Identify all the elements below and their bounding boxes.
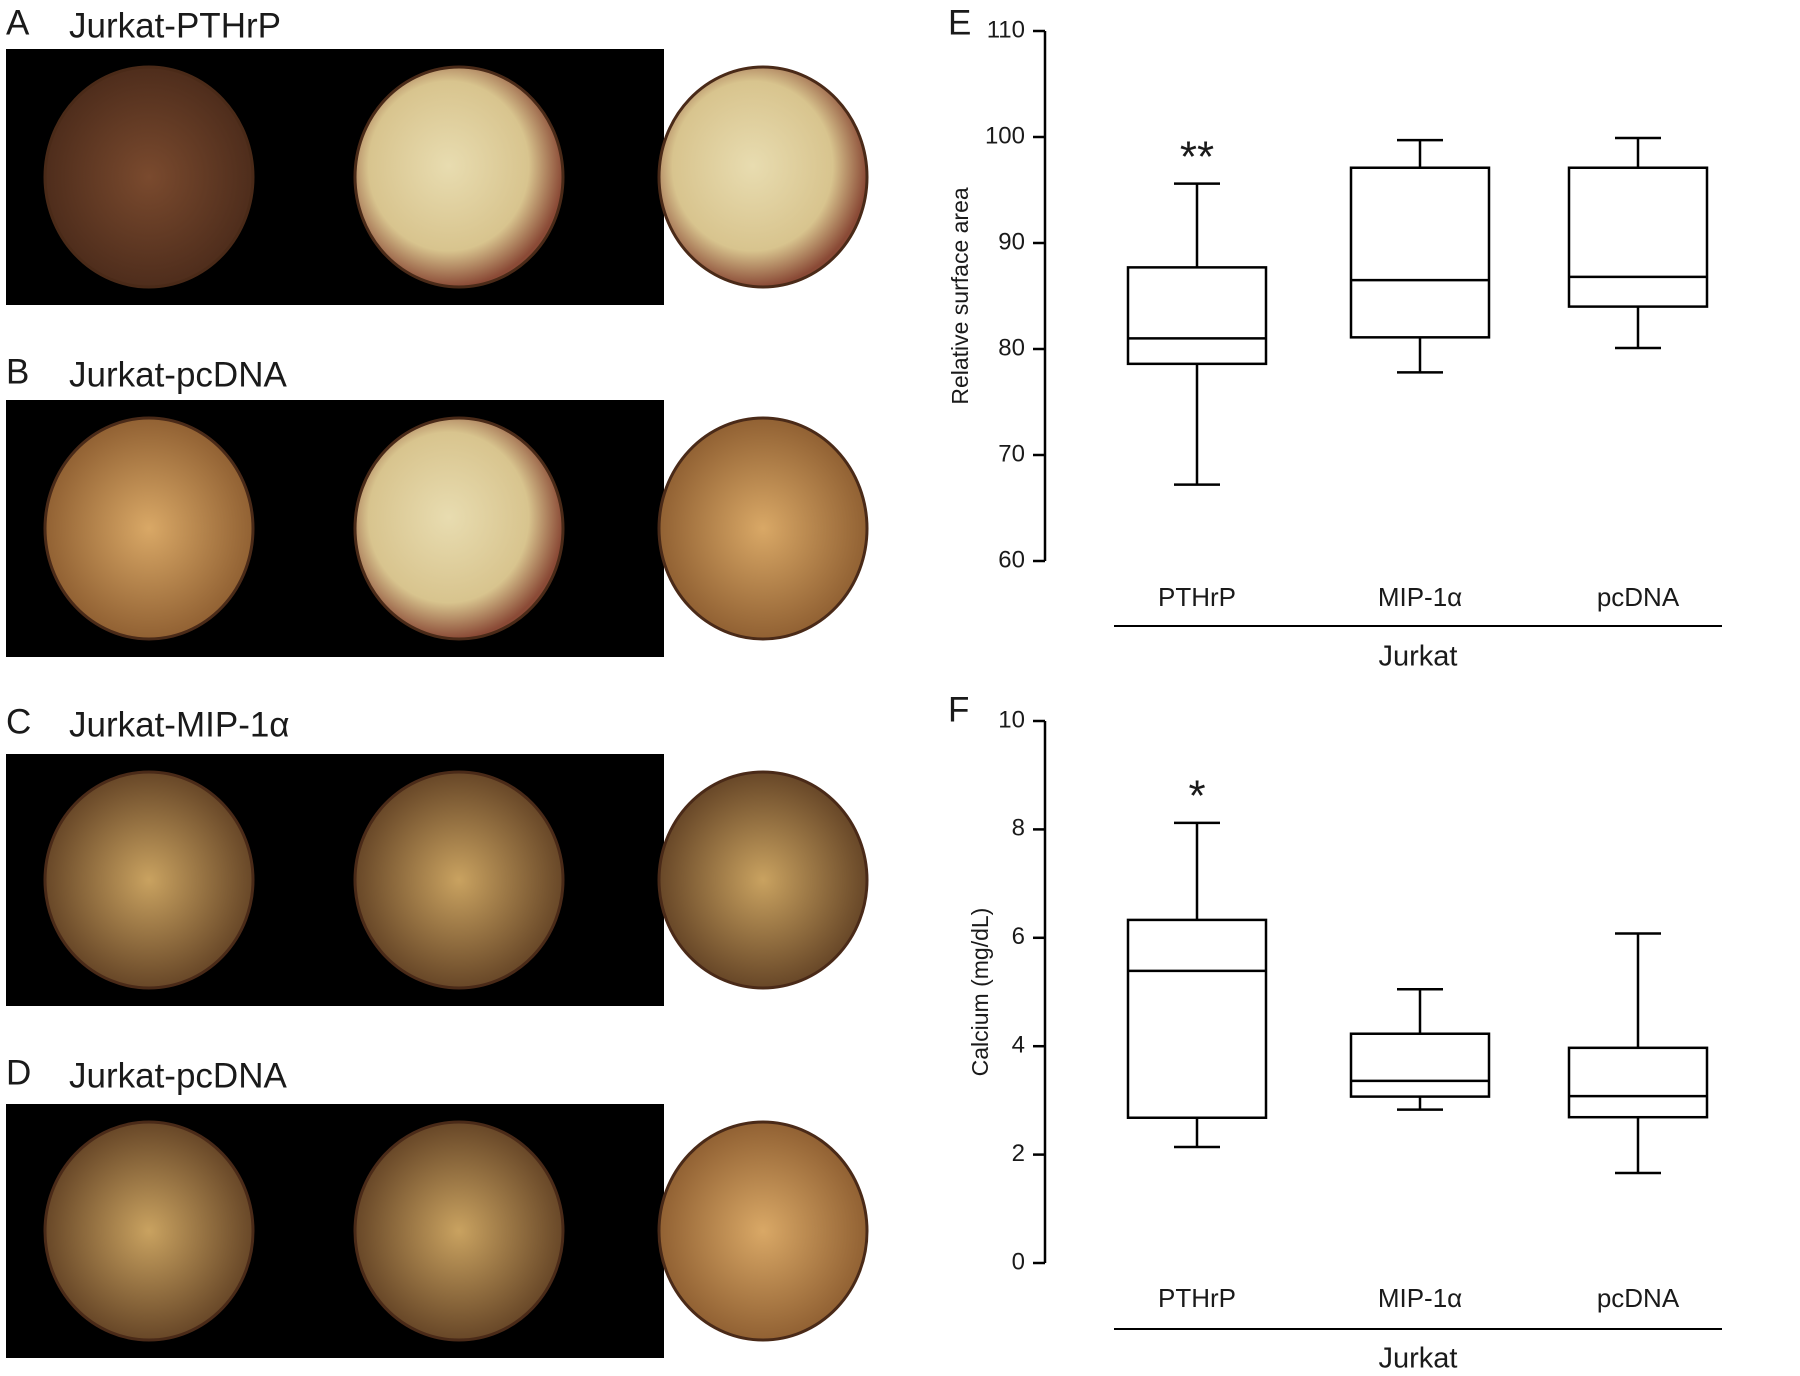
- significance-marker: *: [1188, 772, 1205, 821]
- y-tick-label: 2: [1012, 1140, 1025, 1167]
- specimen-disc: [353, 770, 565, 990]
- x-tick-label: PTHrP: [1158, 582, 1236, 612]
- box: [1126, 266, 1268, 366]
- y-tick-label: 100: [985, 122, 1025, 149]
- y-tick-label: 0: [1012, 1248, 1025, 1275]
- panel-title: Jurkat-PTHrP: [69, 6, 281, 45]
- panel-title: Jurkat-pcDNA: [69, 355, 287, 394]
- specimen-disc: [43, 416, 255, 641]
- y-tick-label: 4: [1012, 1032, 1025, 1059]
- panel-letter: E: [948, 3, 971, 42]
- significance-marker: **: [1180, 132, 1214, 181]
- y-tick-label: 8: [1012, 815, 1025, 842]
- panel-letter: D: [6, 1053, 31, 1092]
- specimen-disc: [657, 1120, 869, 1342]
- specimen-disc: [43, 770, 255, 990]
- box: [1349, 166, 1491, 339]
- group-label: Jurkat: [1379, 641, 1458, 673]
- y-tick-label: 10: [998, 706, 1025, 733]
- panel-title: Jurkat-pcDNA: [69, 1056, 287, 1095]
- y-tick-label: 6: [1012, 923, 1025, 950]
- x-tick-label: pcDNA: [1597, 582, 1680, 612]
- x-tick-label: PTHrP: [1158, 1283, 1236, 1313]
- y-tick-label: 110: [987, 16, 1025, 43]
- specimen-disc: [43, 1120, 255, 1342]
- y-tick-label: 60: [998, 546, 1025, 573]
- specimen-disc: [353, 65, 565, 289]
- box: [1349, 1032, 1491, 1098]
- x-tick-label: MIP-1α: [1378, 582, 1462, 612]
- panel-letter: B: [6, 352, 29, 391]
- y-axis-title: Relative surface area: [947, 187, 973, 405]
- box: [1126, 918, 1268, 1119]
- y-tick-label: 70: [998, 440, 1025, 467]
- specimen-disc: [43, 65, 255, 289]
- panel-title: Jurkat-MIP-1α: [69, 705, 290, 744]
- panel-letter: A: [6, 3, 30, 42]
- specimen-disc: [657, 770, 869, 990]
- group-label: Jurkat: [1379, 1343, 1458, 1375]
- panel-letter: F: [948, 690, 969, 729]
- y-tick-label: 80: [998, 334, 1025, 361]
- panel-letter: C: [6, 702, 31, 741]
- specimen-disc: [657, 416, 869, 641]
- box: [1567, 1046, 1709, 1119]
- specimen-disc: [657, 65, 869, 289]
- specimen-disc: [353, 416, 565, 641]
- x-tick-label: pcDNA: [1597, 1283, 1680, 1313]
- box: [1567, 166, 1709, 308]
- y-tick-label: 90: [998, 228, 1025, 255]
- x-tick-label: MIP-1α: [1378, 1283, 1462, 1313]
- specimen-disc: [353, 1120, 565, 1342]
- y-axis-title: Calcium (mg/dL): [967, 908, 993, 1077]
